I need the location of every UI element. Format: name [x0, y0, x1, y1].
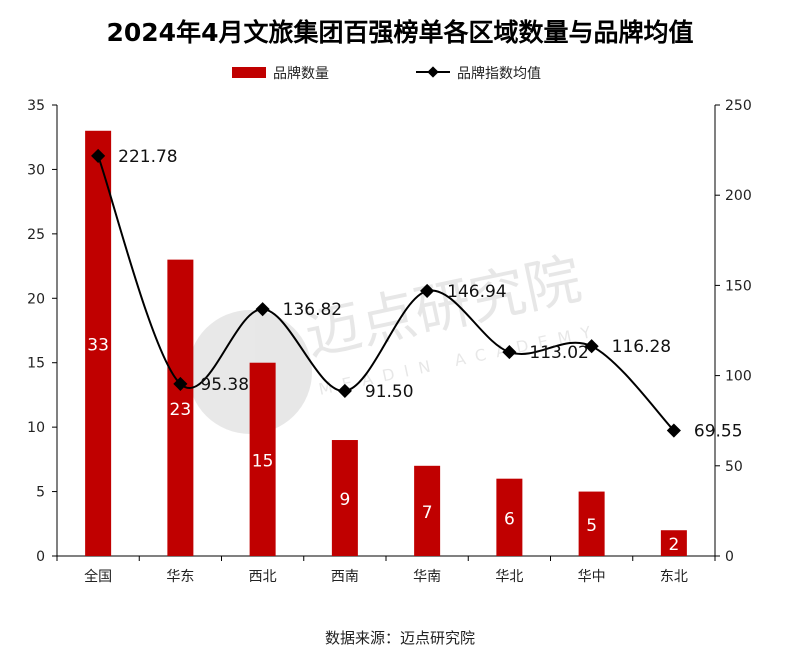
line-marker	[173, 376, 188, 392]
line-value-label: 221.78	[118, 147, 177, 167]
y-right-tick-label: 250	[725, 98, 752, 114]
line-marker	[255, 302, 270, 317]
x-tick-label: 华北	[495, 569, 523, 585]
line-value-label: 116.28	[612, 337, 671, 357]
bar-value-label: 6	[504, 509, 515, 529]
x-tick-label: 华南	[413, 569, 441, 585]
y-right-tick-label: 100	[725, 369, 752, 385]
bar-value-label: 23	[170, 400, 192, 420]
x-tick-label: 西南	[331, 569, 359, 585]
y-right-tick-label: 200	[725, 188, 752, 204]
y-left-tick-label: 10	[27, 420, 45, 436]
bar-value-label: 7	[422, 503, 433, 523]
x-tick-label: 西北	[249, 569, 277, 585]
source-note: 数据来源：迈点研究院	[325, 629, 475, 647]
line-value-label: 113.02	[529, 343, 588, 363]
y-left-tick-label: 0	[36, 549, 45, 565]
line-value-label: 95.38	[200, 375, 249, 395]
line-value-label: 69.55	[694, 422, 743, 442]
x-tick-label: 东北	[660, 569, 688, 585]
line-value-label: 146.94	[447, 282, 506, 302]
line-marker	[420, 283, 435, 298]
chart-title: 2024年4月文旅集团百强榜单各区域数量与品牌均值	[107, 18, 694, 47]
line-marker	[666, 423, 681, 438]
bar	[660, 530, 687, 556]
x-tick-label: 全国	[84, 568, 112, 585]
bar-value-label: 33	[87, 335, 109, 355]
line-marker	[584, 339, 599, 354]
bar	[414, 465, 441, 556]
y-left-tick-label: 15	[27, 356, 45, 372]
y-left-tick-label: 35	[27, 98, 45, 114]
bar-value-label: 9	[339, 490, 350, 510]
x-tick-label: 华东	[166, 569, 194, 585]
y-right-tick-label: 0	[725, 549, 734, 565]
line-marker	[502, 345, 517, 360]
bar-value-label: 15	[252, 451, 274, 471]
bar	[331, 440, 358, 556]
legend-label-line: 品牌指数均值	[457, 65, 541, 82]
x-tick-label: 华中	[578, 569, 606, 585]
bar	[167, 259, 194, 556]
line-value-label: 136.82	[283, 300, 342, 320]
line-value-label: 91.50	[365, 382, 414, 402]
y-left-tick-label: 5	[36, 485, 45, 501]
bar-value-label: 5	[586, 516, 597, 536]
y-right-tick-label: 50	[725, 459, 743, 475]
bar	[496, 478, 523, 556]
y-left-tick-label: 25	[27, 227, 45, 243]
y-left-tick-label: 30	[27, 162, 45, 178]
legend-swatch-bar	[232, 67, 266, 78]
y-left-tick-label: 20	[27, 291, 45, 307]
bar	[85, 130, 112, 556]
line-marker	[337, 383, 352, 399]
legend-label-bar: 品牌数量	[273, 65, 329, 82]
legend: 品牌数量 品牌指数均值	[232, 65, 541, 82]
bar-value-label: 2	[668, 535, 679, 555]
bar	[578, 491, 605, 556]
legend-marker-diamond	[427, 66, 439, 78]
bar	[249, 362, 276, 556]
y-right-tick-label: 150	[725, 278, 752, 294]
